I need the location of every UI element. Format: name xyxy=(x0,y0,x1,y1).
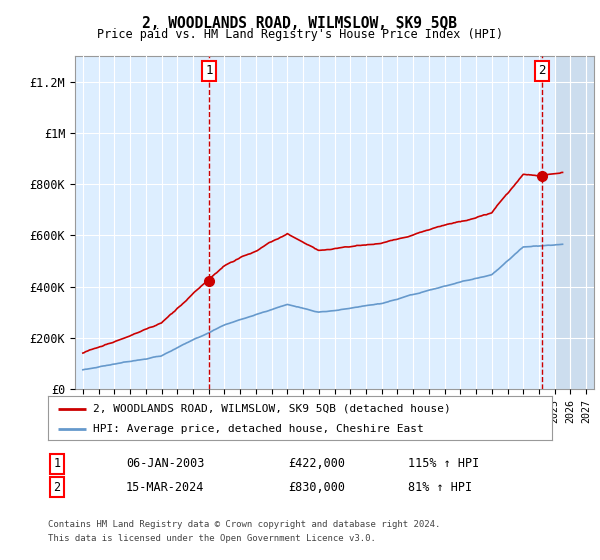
Text: 115% ↑ HPI: 115% ↑ HPI xyxy=(408,457,479,470)
Text: 2: 2 xyxy=(53,480,61,494)
Text: 2, WOODLANDS ROAD, WILMSLOW, SK9 5QB (detached house): 2, WOODLANDS ROAD, WILMSLOW, SK9 5QB (de… xyxy=(94,404,451,413)
Text: 1: 1 xyxy=(53,457,61,470)
Text: 1: 1 xyxy=(205,64,213,77)
Text: HPI: Average price, detached house, Cheshire East: HPI: Average price, detached house, Ches… xyxy=(94,424,424,434)
Text: 2: 2 xyxy=(539,64,546,77)
Text: £422,000: £422,000 xyxy=(288,457,345,470)
Text: Price paid vs. HM Land Registry's House Price Index (HPI): Price paid vs. HM Land Registry's House … xyxy=(97,28,503,41)
Text: Contains HM Land Registry data © Crown copyright and database right 2024.: Contains HM Land Registry data © Crown c… xyxy=(48,520,440,529)
Text: £830,000: £830,000 xyxy=(288,480,345,494)
Bar xyxy=(554,56,594,389)
Text: 2, WOODLANDS ROAD, WILMSLOW, SK9 5QB: 2, WOODLANDS ROAD, WILMSLOW, SK9 5QB xyxy=(143,16,458,31)
Text: This data is licensed under the Open Government Licence v3.0.: This data is licensed under the Open Gov… xyxy=(48,534,376,543)
Text: 15-MAR-2024: 15-MAR-2024 xyxy=(126,480,205,494)
Text: 81% ↑ HPI: 81% ↑ HPI xyxy=(408,480,472,494)
Text: 06-JAN-2003: 06-JAN-2003 xyxy=(126,457,205,470)
